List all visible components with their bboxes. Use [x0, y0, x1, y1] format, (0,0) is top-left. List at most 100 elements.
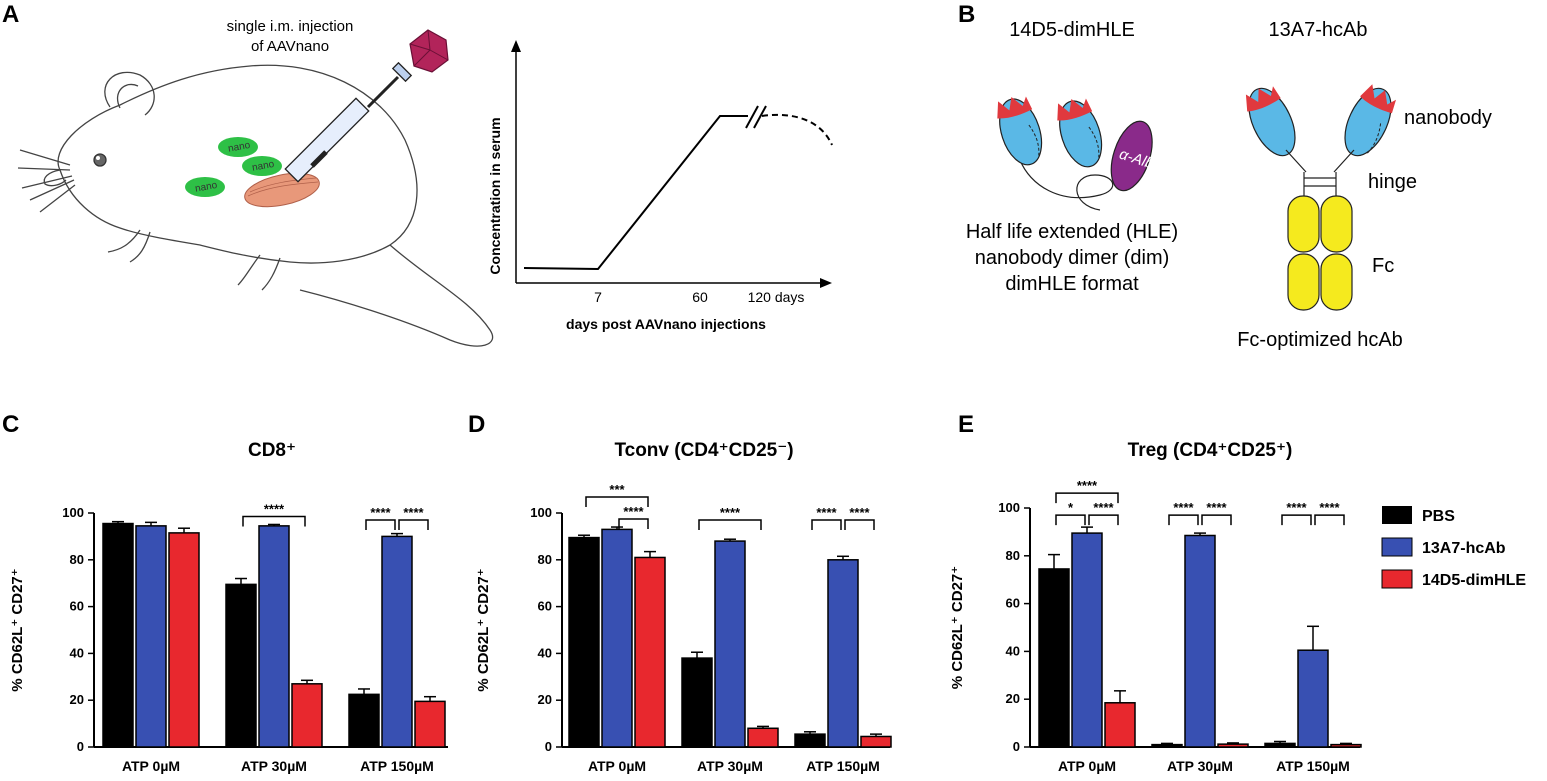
- bar: [794, 733, 826, 748]
- category-label: ATP 30µM: [697, 758, 763, 774]
- pk-plot: 7 60 120 days days post AAVnano injectio…: [487, 40, 833, 332]
- dimhle-format-icon: α-Alb: [997, 96, 1156, 211]
- y-tick-label: 60: [70, 599, 84, 614]
- panel-letter: C: [2, 411, 19, 438]
- significance-label: ****: [370, 505, 391, 520]
- bar: [1151, 743, 1183, 748]
- pk-tick: 60: [692, 289, 708, 305]
- fc-label: Fc: [1372, 255, 1394, 277]
- injection-label-line1: single i.m. injection: [227, 18, 354, 35]
- significance-bracket: [365, 519, 396, 531]
- y-tick-label: 80: [70, 552, 84, 567]
- y-tick-label: 60: [1006, 596, 1020, 611]
- significance-label: ****: [1286, 500, 1307, 515]
- legend-swatch-pbs: [1382, 506, 1412, 524]
- y-tick-label: 40: [538, 645, 552, 660]
- significance-label: ****: [1077, 478, 1098, 493]
- pk-y-arrow: [511, 40, 521, 52]
- panel-a: A nano nano nano: [2, 1, 833, 347]
- panel-letter-b: B: [958, 1, 975, 28]
- significance-bracket: [242, 515, 306, 527]
- hinge-label: hinge: [1368, 171, 1417, 193]
- bar-chart-e: E Treg (CD4⁺CD25⁺) 0 20 40 60 80 100 % CD62L⁺ CD…: [949, 411, 1362, 774]
- significance-bracket: [585, 496, 649, 508]
- format1-desc: dimHLE format: [1005, 273, 1139, 295]
- bar: [747, 727, 779, 748]
- hcab-format-icon: [1245, 84, 1397, 311]
- pk-y-axis-title: Concentration in serum: [487, 117, 503, 274]
- panel-letter-a: A: [2, 1, 19, 28]
- significance-bracket: [1088, 514, 1119, 526]
- significance-label: ****: [1206, 500, 1227, 515]
- panel-letter: E: [958, 411, 974, 438]
- format2-title: 13A7-hcAb: [1269, 19, 1368, 41]
- mouse-icon: [17, 64, 494, 347]
- y-tick-label: 0: [545, 739, 552, 754]
- legend: PBS 13A7-hcAb 14D5-dimHLE: [1381, 506, 1526, 589]
- significance-bracket: [618, 518, 649, 530]
- significance-label: ****: [403, 505, 424, 520]
- bar: [1297, 649, 1329, 748]
- format1-title: 14D5-dimHLE: [1009, 19, 1135, 41]
- category-label: ATP 0µM: [122, 758, 180, 774]
- pk-extrapolated-curve: [761, 113, 833, 146]
- bar: [681, 657, 713, 748]
- significance-label: ****: [816, 505, 837, 520]
- significance-label: ****: [1319, 500, 1340, 515]
- significance-bracket: [398, 519, 429, 531]
- y-tick-label: 40: [1006, 643, 1020, 658]
- pk-tick: 7: [594, 289, 602, 305]
- y-tick-label: 80: [1006, 548, 1020, 563]
- chart-title: CD8⁺: [248, 440, 296, 461]
- y-tick-label: 100: [62, 505, 84, 520]
- significance-bracket: [1055, 514, 1086, 526]
- significance-bracket: [1055, 492, 1119, 504]
- y-tick-label: 100: [530, 505, 552, 520]
- category-label: ATP 0µM: [588, 758, 646, 774]
- legend-label-13a7: 13A7-hcAb: [1422, 540, 1506, 557]
- nano-ellipse: [242, 156, 282, 176]
- bar: [1184, 534, 1216, 748]
- nanobody-label: nanobody: [1404, 107, 1492, 129]
- pk-x-axis-title: days post AAVnano injections: [566, 316, 766, 332]
- y-tick-label: 0: [77, 739, 84, 754]
- nano-expression-icons: nano nano nano: [185, 137, 282, 197]
- legend-swatch-14d5: [1381, 569, 1413, 589]
- significance-label: *: [1068, 500, 1074, 515]
- bar: [1264, 742, 1296, 748]
- significance-bracket: [1168, 514, 1199, 526]
- legend-label-14d5: 14D5-dimHLE: [1422, 572, 1526, 589]
- y-tick-label: 20: [1006, 691, 1020, 706]
- bar: [1217, 743, 1249, 748]
- bar: [1330, 743, 1362, 748]
- bar: [225, 583, 257, 748]
- muscle-icon: [244, 172, 320, 208]
- significance-bracket: [1281, 514, 1312, 526]
- bar: [414, 700, 446, 748]
- nano-label: nano: [227, 140, 251, 155]
- category-label: ATP 150µM: [806, 758, 880, 774]
- bar: [381, 535, 413, 748]
- y-tick-label: 20: [538, 692, 552, 707]
- bar: [1104, 702, 1136, 748]
- bar: [168, 532, 200, 748]
- y-tick-label: 40: [70, 645, 84, 660]
- legend-label-pbs: PBS: [1422, 508, 1455, 525]
- significance-label: ****: [1093, 500, 1114, 515]
- category-label: ATP 30µM: [241, 758, 307, 774]
- y-tick-label: 60: [538, 599, 552, 614]
- bar: [601, 528, 633, 748]
- nano-ellipse: [218, 137, 258, 157]
- bar-chart-c: C CD8⁺ 0 20 40 60 80 100 % CD62L⁺ CD27⁺ ATP 0µM AT…: [2, 411, 448, 774]
- significance-label: ****: [264, 501, 285, 516]
- y-axis-title: % CD62L⁺ CD27⁺: [9, 568, 26, 691]
- nano-label: nano: [194, 180, 218, 195]
- format2-desc: Fc-optimized hcAb: [1237, 329, 1403, 351]
- significance-bracket: [811, 519, 842, 531]
- chart-title: Tconv (CD4⁺CD25⁻): [614, 440, 793, 461]
- category-label: ATP 150µM: [1276, 758, 1350, 774]
- pk-break-mark: [745, 105, 759, 129]
- panel-letter: D: [468, 411, 485, 438]
- y-tick-label: 0: [1013, 739, 1020, 754]
